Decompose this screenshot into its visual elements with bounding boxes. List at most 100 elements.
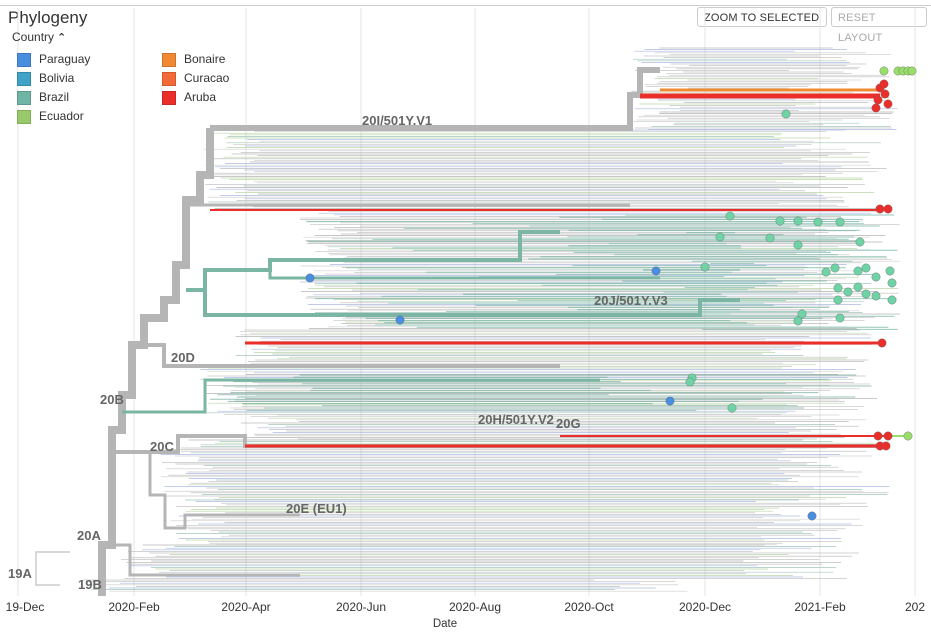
clade-20B-sub-branch <box>122 378 600 414</box>
legend-swatch <box>17 71 31 86</box>
legend-swatch <box>17 52 31 67</box>
brazil-tip <box>685 377 695 387</box>
paraguay-tip <box>651 266 661 276</box>
reset-layout-button[interactable]: RESET LAYOUT <box>831 7 927 44</box>
paraguay-tip <box>305 273 315 283</box>
x-tick-label: 2021-Feb <box>794 600 846 614</box>
clade-label: 20D <box>171 350 195 365</box>
aruba-tip <box>875 204 885 214</box>
brazil-tip <box>855 237 865 247</box>
clade-20J-branch <box>268 270 660 280</box>
brazil-tip <box>871 272 881 282</box>
legend-label: Aruba <box>184 90 217 104</box>
aruba-tip <box>881 441 891 451</box>
brazil-tip <box>885 266 895 276</box>
brazil-tip <box>765 233 775 243</box>
clade-label: 20A <box>77 528 101 543</box>
brazil-tip <box>715 232 725 242</box>
clade-20A-sub-branch <box>102 543 300 577</box>
clade-label: 19A <box>8 566 32 581</box>
aruba-tip <box>883 431 893 441</box>
ecuador-tip <box>879 66 889 76</box>
brazil-tip <box>853 282 863 292</box>
brazil-tip <box>887 278 897 288</box>
brazil-tip <box>830 263 840 273</box>
clade-20E-branch <box>148 452 300 530</box>
clade-label: 20B <box>100 392 124 407</box>
x-tick-label: 2020-Apr <box>221 600 271 614</box>
brazil-tip <box>793 240 803 250</box>
legend-item-aruba[interactable]: Aruba <box>162 89 216 105</box>
legend-label: Brazil <box>39 90 70 104</box>
brazil-tip <box>775 216 785 226</box>
clade-20J-branch <box>203 290 740 317</box>
legend-swatch <box>162 71 176 86</box>
brazil-tip <box>821 267 831 277</box>
x-axis-title: Date <box>432 618 458 630</box>
brazil-tip <box>793 216 803 226</box>
aruba-tip <box>880 89 890 99</box>
aruba-tip <box>883 99 893 109</box>
clade-19A-branch <box>35 551 70 586</box>
x-tick-label: 19-Dec <box>5 600 45 614</box>
ecuador-tip <box>907 66 917 76</box>
legend-swatch <box>162 90 176 105</box>
top-divider <box>0 5 931 6</box>
clade-label: 20C <box>150 439 174 454</box>
aruba-tip <box>883 204 893 214</box>
legend-label: Curacao <box>184 71 230 85</box>
x-tick-label: 202 <box>904 600 926 614</box>
legend-swatch <box>17 90 31 105</box>
x-tick-label: 2020-Feb <box>108 600 160 614</box>
brazil-tip <box>727 403 737 413</box>
legend-item-bonaire[interactable]: Bonaire <box>162 51 225 67</box>
aruba-tip <box>879 79 889 89</box>
clade-label: 19B <box>78 577 102 592</box>
aruba-tip <box>873 95 883 105</box>
brazil-tip <box>835 217 845 227</box>
brazil-tip <box>871 291 881 301</box>
brazil-tip <box>833 283 843 293</box>
clade-label: 20J/501Y.V3 <box>594 293 668 308</box>
brazil-tip <box>861 263 871 273</box>
brazil-tip <box>861 289 871 299</box>
legend-item-curacao[interactable]: Curacao <box>162 70 229 86</box>
legend-label: Paraguay <box>39 52 91 66</box>
legend-swatch <box>162 52 176 67</box>
legend-item-brazil[interactable]: Brazil <box>17 89 69 105</box>
legend-item-paraguay[interactable]: Paraguay <box>17 51 90 67</box>
legend-item-bolivia[interactable]: Bolivia <box>17 70 74 86</box>
zoom-to-selected-button[interactable]: ZOOM TO SELECTED <box>697 7 827 27</box>
x-tick-label: 2020-Jun <box>335 600 387 614</box>
brazil-tip <box>725 211 735 221</box>
aruba-tip <box>873 431 883 441</box>
paraguay-tip <box>807 511 817 521</box>
panel-title: Phylogeny <box>8 8 88 27</box>
legend-item-ecuador[interactable]: Ecuador <box>17 108 84 124</box>
trunk-branch <box>98 128 214 596</box>
brazil-tip <box>797 309 807 319</box>
brazil-tip <box>781 109 791 119</box>
clade-label: 20H/501Y.V2 <box>478 412 554 427</box>
x-tick-label: 2020-Oct <box>564 600 614 614</box>
brazil-tip <box>700 262 710 272</box>
brazil-tip <box>843 287 853 297</box>
paraguay-tip <box>395 315 405 325</box>
brazil-tip <box>813 217 823 227</box>
legend-label: Bonaire <box>184 52 226 66</box>
aruba-tip <box>871 103 881 113</box>
chevron-up-icon: ⌃ <box>57 32 67 44</box>
clade-label: 20G <box>556 416 581 431</box>
brazil-tip <box>887 295 897 305</box>
clade-label: 20E (EU1) <box>286 501 347 516</box>
clade-20D-branch <box>132 343 560 368</box>
x-tick-label: 2020-Dec <box>678 600 732 614</box>
aruba-tip <box>877 338 887 348</box>
color-by-toggle[interactable]: Country ⌃ <box>12 30 66 44</box>
brazil-tip <box>853 266 863 276</box>
brazil-tip <box>835 313 845 323</box>
legend-label: Bolivia <box>39 71 75 85</box>
legend-heading: Country <box>12 30 55 44</box>
clade-20I-branch <box>210 67 660 131</box>
